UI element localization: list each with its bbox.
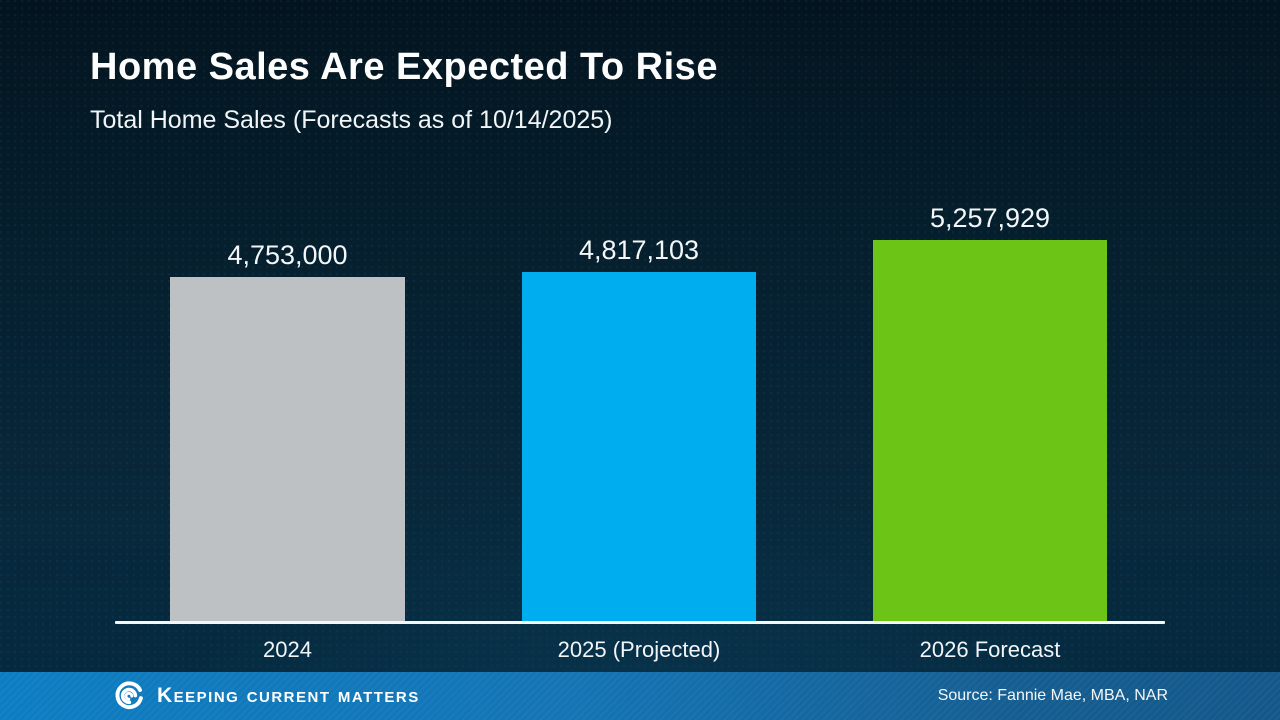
bar	[873, 240, 1107, 621]
brand-name: Keeping Current Matters	[157, 684, 420, 707]
bar	[170, 277, 405, 621]
bar-chart: 4,753,000 2024 4,817,103 2025 (Projected) 5,…	[115, 0, 1165, 672]
bar	[522, 272, 756, 621]
x-axis-line	[115, 621, 1165, 624]
bar-value-label: 4,817,103	[578, 235, 700, 265]
brand-logo: Keeping Current Matters	[112, 679, 420, 713]
bar-category-label: 2026 Forecast	[919, 637, 1061, 662]
page-title: Home Sales Are Expected To Rise	[90, 46, 718, 88]
source-text: Source: Fannie Mae, MBA, NAR	[937, 687, 1168, 704]
bar-category-label: 2024	[263, 637, 312, 662]
bar-group: 4,753,000 2024	[170, 0, 405, 672]
kcm-swirl-icon	[115, 681, 143, 710]
bar-group: 5,257,929 2026 Forecast	[873, 0, 1107, 672]
bar-category-label: 2025 (Projected)	[557, 637, 721, 662]
page-subtitle: Total Home Sales (Forecasts as of 10/14/…	[90, 106, 613, 134]
bar-value-label: 5,257,929	[929, 203, 1051, 233]
footer-bar: Keeping Current Matters Source: Fannie M…	[0, 672, 1280, 720]
bar-value-label: 4,753,000	[227, 240, 348, 270]
bar-group: 4,817,103 2025 (Projected)	[522, 0, 756, 672]
